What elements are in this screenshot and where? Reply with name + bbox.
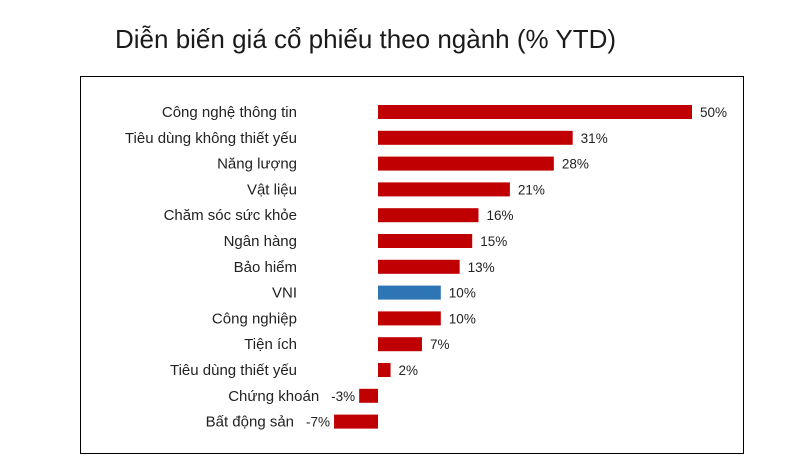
category-label: Chứng khoán (228, 388, 319, 405)
value-label: 13% (468, 260, 495, 275)
category-label: Chăm sóc sức khỏe (164, 207, 297, 224)
chart-title: Diễn biến giá cổ phiếu theo ngành (% YTD… (115, 24, 617, 54)
value-label: 10% (449, 286, 476, 301)
bar-chart: Công nghệ thông tin 50% Tiêu dùng không th… (125, 104, 727, 431)
value-label: 7% (430, 337, 450, 352)
category-label: Bảo hiểm (234, 259, 297, 276)
value-label: 10% (449, 311, 476, 326)
bar-1 (378, 130, 573, 145)
category-label: Tiện ích (244, 336, 297, 353)
bar-11 (359, 388, 378, 403)
bar-9 (378, 337, 422, 352)
value-label: 31% (581, 131, 608, 146)
category-label: Năng lượng (217, 156, 297, 173)
bars-layer: Công nghệ thông tin 50% Tiêu dùng không th… (125, 104, 727, 431)
bar-7 (378, 285, 441, 300)
category-label: Tiêu dùng thiết yếu (170, 362, 297, 379)
category-label: Tiêu dùng không thiết yếu (125, 130, 297, 147)
bar-0 (378, 105, 692, 119)
value-label: 15% (480, 234, 507, 249)
bar-12 (334, 414, 378, 429)
value-label: 50% (700, 105, 727, 120)
bar-10 (378, 363, 391, 377)
value-label: 16% (486, 208, 513, 223)
value-label: 28% (562, 157, 589, 172)
bar-2 (378, 156, 554, 171)
bar-3 (378, 182, 510, 197)
category-label: VNI (272, 285, 297, 302)
bar-6 (378, 259, 460, 274)
bar-5 (378, 234, 473, 248)
category-label: Vật liệu (247, 181, 297, 198)
category-label: Ngân hàng (224, 233, 297, 250)
category-label: Công nghệ thông tin (162, 104, 297, 121)
value-label: -3% (331, 389, 355, 404)
bar-4 (378, 208, 479, 223)
chart-frame: Công nghệ thông tin 50% Tiêu dùng không th… (80, 76, 744, 454)
category-label: Bất động sản (206, 414, 294, 431)
value-label: 2% (399, 363, 419, 378)
category-label: Công nghiệp (212, 310, 297, 327)
bar-8 (378, 311, 441, 326)
value-label: 21% (518, 182, 545, 197)
value-label: -7% (306, 415, 330, 430)
